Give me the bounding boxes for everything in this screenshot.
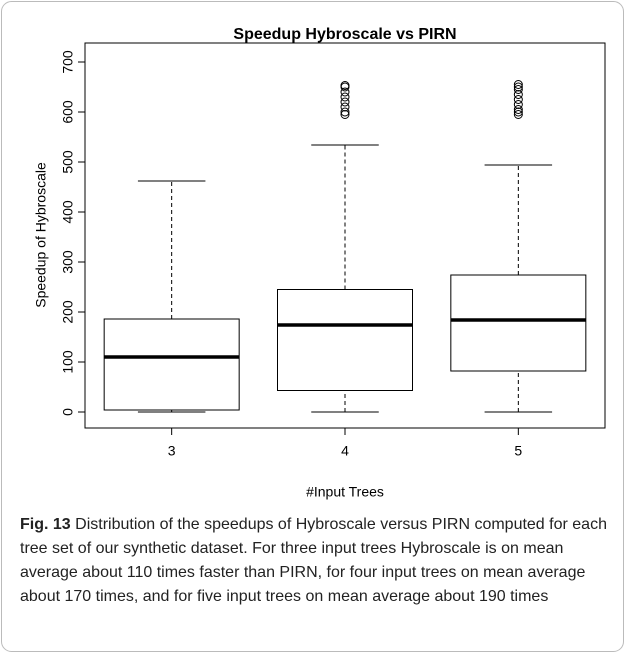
- outlier: [340, 107, 350, 117]
- outlier: [340, 87, 350, 97]
- outlier: [513, 100, 523, 109]
- x-tick-label: 3: [168, 443, 176, 459]
- x-axis-label: #Input Trees: [306, 484, 384, 500]
- outlier: [340, 81, 350, 90]
- y-tick-label: 500: [60, 150, 76, 174]
- outlier: [513, 85, 523, 94]
- y-axis-label: Speedup of Hybroscale: [33, 162, 49, 308]
- y-tick-label: 0: [60, 408, 76, 416]
- chart-title: Speedup Hybroscale vs PIRN: [233, 26, 456, 43]
- outlier: [513, 95, 523, 104]
- box: [103, 318, 240, 411]
- y-tick-label: 400: [60, 200, 76, 224]
- outlier: [513, 110, 523, 119]
- outlier: [340, 92, 350, 102]
- box: [450, 274, 587, 372]
- caption: Fig. 13 Distribution of the speedups of …: [20, 513, 610, 609]
- y-tick-label: 200: [60, 300, 76, 324]
- outlier: [340, 97, 350, 107]
- outlier: [340, 102, 350, 112]
- y-tick-label: 300: [60, 250, 76, 274]
- outlier: [513, 105, 523, 114]
- outlier: [513, 80, 523, 89]
- y-tick-label: 600: [60, 100, 76, 124]
- box: [277, 289, 413, 391]
- y-tick-label: 700: [60, 50, 76, 74]
- x-tick-label: 4: [341, 443, 349, 459]
- caption-text: Distribution of the speedups of Hybrosca…: [20, 516, 607, 605]
- y-tick-label: 100: [60, 350, 76, 374]
- x-tick-label: 5: [514, 443, 522, 459]
- outlier: [513, 82, 523, 92]
- caption-label: Fig. 13: [20, 516, 71, 533]
